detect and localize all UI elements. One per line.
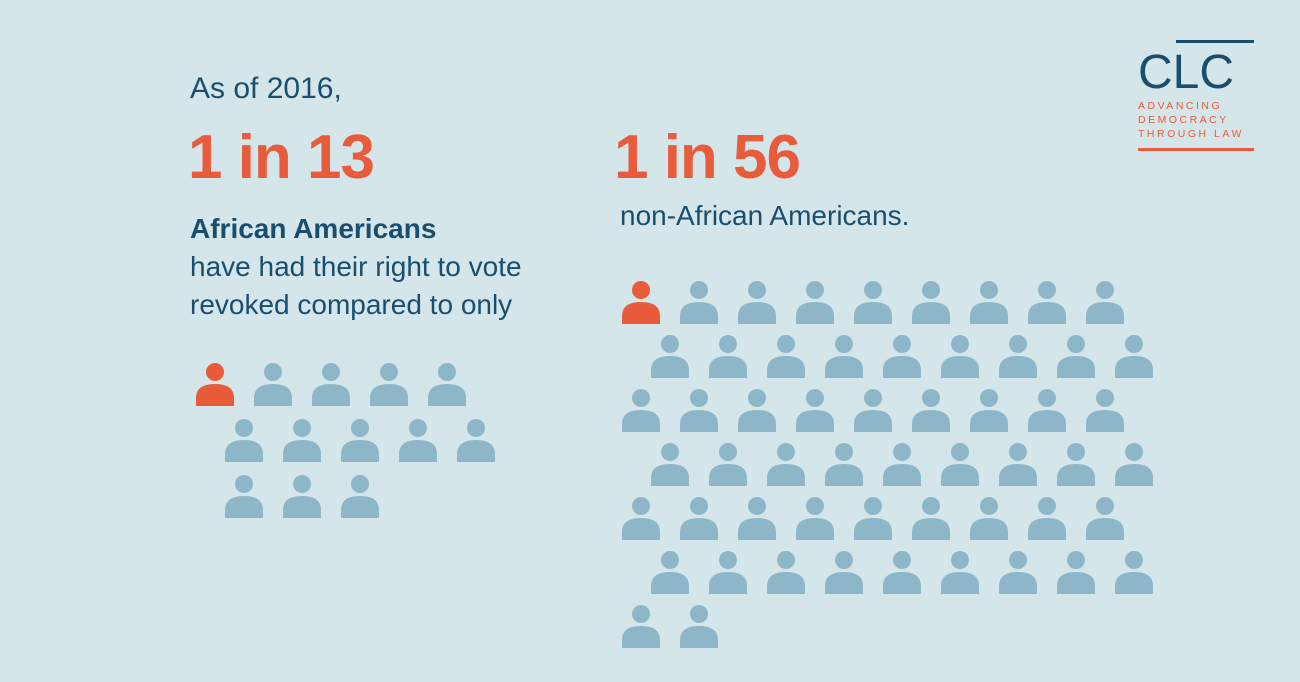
person-icon [1109, 546, 1159, 596]
person-icon [761, 546, 811, 596]
person-icon [364, 358, 414, 408]
description-left: African Americans have had their right t… [190, 210, 522, 323]
ratio-right: 1 in 56 [614, 122, 800, 193]
person-icon [703, 546, 753, 596]
person-icon [848, 276, 898, 326]
person-icon [848, 492, 898, 542]
person-icon [616, 600, 666, 650]
pictograph-row [616, 492, 1159, 542]
person-icon [277, 470, 327, 520]
pictograph-row [219, 414, 501, 464]
person-icon [819, 546, 869, 596]
person-icon [1051, 330, 1101, 380]
person-icon [1022, 492, 1072, 542]
person-icon [935, 546, 985, 596]
person-icon [190, 358, 240, 408]
logo-tagline-line: ADVANCING [1138, 99, 1254, 113]
person-icon [277, 414, 327, 464]
pictograph-row [645, 546, 1159, 596]
person-icon [790, 492, 840, 542]
logo-tagline-line: THROUGH LAW [1138, 127, 1254, 141]
person-icon [935, 330, 985, 380]
person-icon [393, 414, 443, 464]
person-icon [906, 492, 956, 542]
person-icon [703, 330, 753, 380]
person-icon [877, 438, 927, 488]
person-icon [1080, 492, 1130, 542]
person-icon [451, 414, 501, 464]
pictograph-row [616, 276, 1159, 326]
person-icon [1051, 546, 1101, 596]
person-icon [935, 438, 985, 488]
logo-tagline-line: DEMOCRACY [1138, 113, 1254, 127]
person-icon [761, 438, 811, 488]
person-icon [335, 470, 385, 520]
person-icon [306, 358, 356, 408]
person-icon [848, 384, 898, 434]
person-icon [616, 384, 666, 434]
desc-bold: African Americans [190, 213, 436, 244]
person-icon [732, 384, 782, 434]
person-icon [219, 414, 269, 464]
person-icon [964, 384, 1014, 434]
person-icon [732, 276, 782, 326]
person-icon [1109, 438, 1159, 488]
pictograph-row [645, 330, 1159, 380]
pictograph-row [190, 358, 501, 408]
pictograph-row [616, 384, 1159, 434]
person-icon [645, 438, 695, 488]
person-icon [906, 384, 956, 434]
person-icon [877, 546, 927, 596]
person-icon [1022, 384, 1072, 434]
person-icon [645, 546, 695, 596]
person-icon [819, 438, 869, 488]
person-icon [1051, 438, 1101, 488]
person-icon [674, 384, 724, 434]
logo-bottom-bar [1138, 148, 1254, 151]
logo-top-bar [1176, 40, 1254, 43]
person-icon [1022, 276, 1072, 326]
pictograph-row [616, 600, 1159, 650]
person-icon [674, 276, 724, 326]
person-icon [674, 600, 724, 650]
infographic-canvas: CLC ADVANCING DEMOCRACY THROUGH LAW As o… [0, 0, 1300, 682]
person-icon [790, 276, 840, 326]
clc-logo: CLC ADVANCING DEMOCRACY THROUGH LAW [1138, 40, 1254, 151]
person-icon [993, 438, 1043, 488]
person-icon [1080, 276, 1130, 326]
description-right: non-African Americans. [620, 200, 909, 232]
person-icon [674, 492, 724, 542]
person-icon [335, 414, 385, 464]
logo-initials: CLC [1138, 49, 1254, 97]
pictograph-right [616, 276, 1159, 650]
person-icon [616, 492, 666, 542]
desc-line: have had their right to vote [190, 251, 522, 282]
person-icon [1080, 384, 1130, 434]
ratio-left: 1 in 13 [188, 122, 374, 193]
person-icon [906, 276, 956, 326]
person-icon [790, 384, 840, 434]
person-icon [877, 330, 927, 380]
person-icon [964, 276, 1014, 326]
person-icon [248, 358, 298, 408]
person-icon [732, 492, 782, 542]
pictograph-row [645, 438, 1159, 488]
pictograph-left [190, 358, 501, 520]
person-icon [1109, 330, 1159, 380]
person-icon [219, 470, 269, 520]
desc-line: revoked compared to only [190, 289, 512, 320]
pictograph-row [219, 470, 501, 520]
person-icon [703, 438, 753, 488]
person-icon [993, 330, 1043, 380]
person-icon [645, 330, 695, 380]
person-icon [993, 546, 1043, 596]
person-icon [819, 330, 869, 380]
person-icon [964, 492, 1014, 542]
person-icon [761, 330, 811, 380]
person-icon [422, 358, 472, 408]
person-icon [616, 276, 666, 326]
intro-text: As of 2016, [190, 72, 342, 106]
